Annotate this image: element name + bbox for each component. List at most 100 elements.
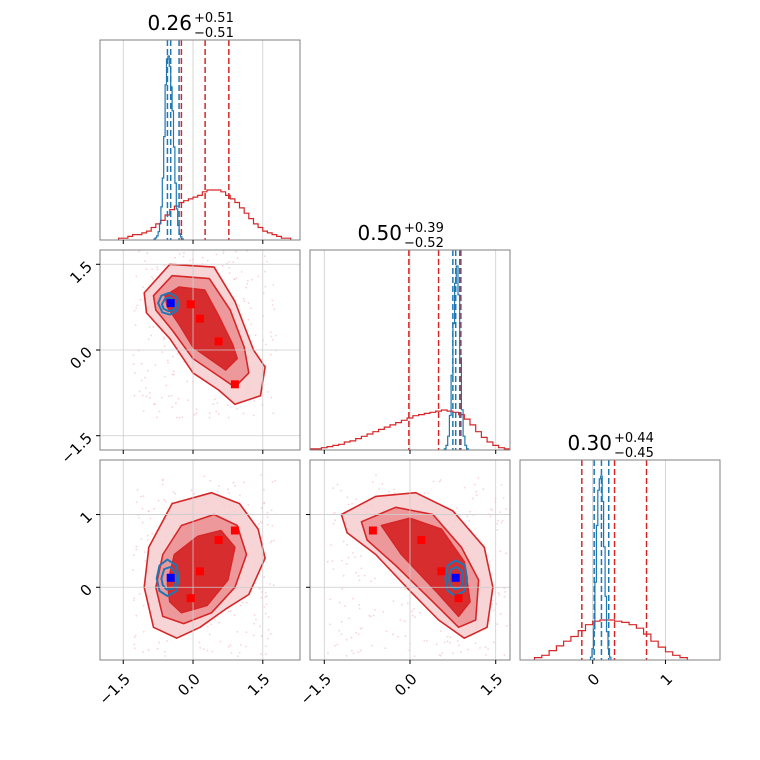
sample-point [369,615,372,618]
sample-point [156,647,159,650]
marker-red [186,594,195,603]
sample-point [375,474,377,477]
sample-point [263,606,266,608]
sample-point [210,623,212,626]
sample-point [241,601,244,604]
marker-red [196,567,204,576]
sample-point [500,521,503,524]
sample-point [206,649,209,652]
sample-point [448,641,451,644]
parameter-title-2: 0.50 +0.39−0.52 [357,221,443,251]
sample-point [385,630,388,633]
sample-point [266,260,268,263]
sample-point [401,603,403,606]
sample-point [475,494,478,497]
sample-point [489,515,492,518]
histogram-series-b [443,265,469,450]
sample-point [355,631,358,634]
sample-point [484,646,487,649]
sample-point [214,618,216,621]
sample-point [368,614,371,617]
sample-point [411,614,414,617]
sample-point [459,651,462,653]
sample-point [195,408,198,411]
sample-point [227,488,229,491]
sample-point [151,268,154,270]
sample-point [505,552,508,555]
sample-point [259,625,261,628]
sample-point [158,410,161,413]
sample-point [228,272,231,275]
sample-point [274,479,277,482]
sample-point [208,416,211,419]
sample-point [239,494,241,497]
sample-point [145,395,148,398]
sample-point [167,361,169,364]
sample-point [355,571,357,574]
sample-point [264,591,267,594]
title-minus-error: −0.45 [614,446,654,461]
sample-point [264,270,266,273]
contour-panel-1 [100,250,300,450]
sample-point [171,406,174,408]
sample-point [161,351,164,353]
y-tick-label: −1.5 [58,429,96,467]
sample-point [479,647,481,649]
sample-point [132,354,135,356]
sample-point [135,548,138,551]
contour-level-b-2 [160,296,177,313]
sample-point [175,402,177,405]
sample-point [149,517,152,520]
contour-level-b-2 [447,565,465,591]
sample-point [359,649,362,652]
sample-point [267,637,269,640]
sample-point [198,641,201,644]
sample-point [133,643,136,646]
sample-point [332,568,335,571]
sample-point [148,326,151,328]
sample-point [345,638,348,641]
sample-point [156,268,159,271]
sample-point [333,511,336,514]
sample-point [354,556,356,558]
sample-point [239,604,242,607]
sample-point [182,255,185,258]
title-plus-error: +0.39 [404,221,444,236]
sample-point [134,634,137,637]
sample-point [209,479,212,482]
sample-point [360,555,362,557]
sample-point [240,271,243,273]
sample-point [156,266,159,269]
sample-point [505,508,508,510]
sample-point [146,252,149,255]
sample-point [132,363,135,366]
sample-point [338,629,341,632]
x-tick-label: 1.5 [477,670,507,700]
sample-point [160,396,163,399]
sample-point [352,552,354,554]
sample-point [469,510,472,513]
histogram-panel-2 [310,250,510,450]
sample-point [166,359,169,362]
sample-point [236,257,239,260]
contour-level-b-1 [444,559,469,597]
sample-point [161,478,164,481]
sample-point [327,652,329,655]
sample-point [342,540,345,543]
sample-point [254,334,257,337]
sample-point [266,523,269,526]
sample-point [411,610,413,612]
sample-point [162,336,165,339]
sample-point [154,364,157,366]
sample-point [439,654,442,657]
sample-point [247,302,250,304]
sample-point [340,633,343,636]
sample-point [485,654,487,656]
sample-point [249,307,252,310]
sample-point [259,587,261,590]
sample-point [144,387,147,389]
sample-point [374,608,376,611]
sample-point [432,480,435,483]
sample-point [227,645,230,648]
sample-point [227,416,230,419]
